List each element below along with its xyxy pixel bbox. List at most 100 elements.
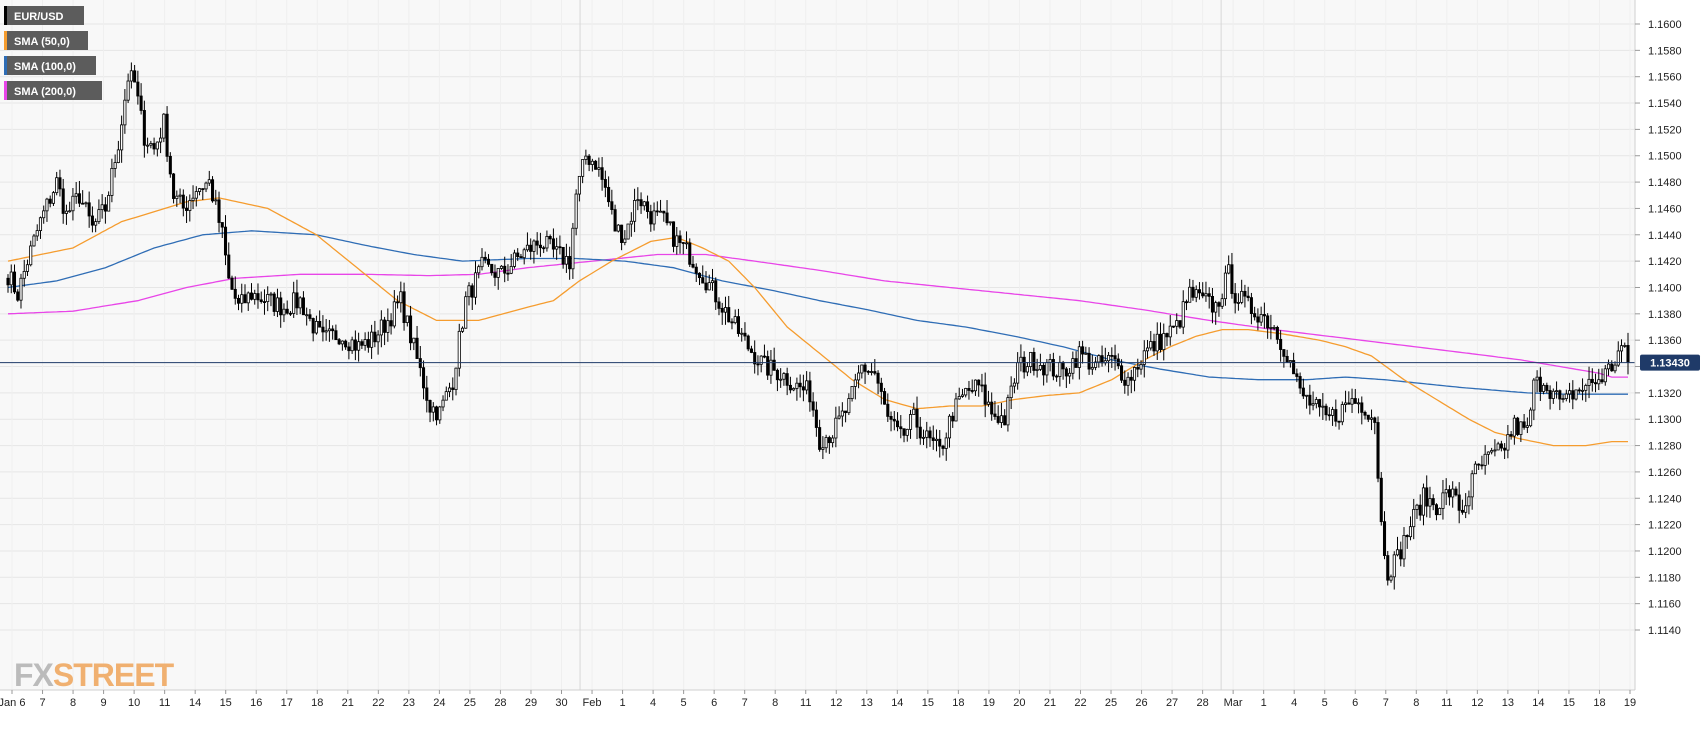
candle: [522, 247, 526, 265]
candle: [1136, 358, 1140, 378]
candle: [1097, 354, 1101, 368]
candle: [905, 428, 909, 442]
candle: [1227, 255, 1231, 275]
candle: [762, 344, 766, 359]
candle: [1051, 352, 1055, 381]
candle: [1360, 396, 1364, 425]
candle: [45, 197, 49, 222]
x-tick-label: 6: [1352, 697, 1358, 709]
y-tick-label: 1.1140: [1648, 625, 1681, 637]
candle: [993, 400, 997, 420]
candle: [399, 281, 403, 313]
candle: [110, 158, 114, 203]
candle: [133, 64, 137, 83]
candle: [1305, 394, 1309, 409]
legend-item[interactable]: EUR/USD: [4, 6, 84, 25]
candle: [214, 189, 218, 205]
legend-color-swatch: [4, 81, 7, 100]
candle: [837, 406, 841, 420]
x-tick-label: 13: [861, 697, 873, 709]
candle: [168, 152, 172, 178]
candle: [350, 336, 354, 354]
y-tick-label: 1.1540: [1648, 98, 1682, 110]
candle: [210, 176, 215, 203]
candle: [977, 379, 981, 397]
candle: [1454, 486, 1458, 497]
candle: [1438, 507, 1442, 516]
candle: [1542, 383, 1546, 395]
candle: [51, 191, 55, 207]
candle: [477, 264, 481, 279]
candle: [347, 342, 351, 360]
candle: [295, 279, 299, 316]
legend-item[interactable]: SMA (200,0): [4, 81, 102, 100]
candle: [1123, 370, 1127, 394]
candle: [1353, 388, 1357, 404]
candle: [769, 349, 773, 384]
candle: [191, 185, 195, 210]
candle: [561, 246, 565, 269]
candle: [1035, 358, 1039, 378]
x-tick-label: 27: [1166, 697, 1178, 709]
candle: [704, 271, 708, 294]
candle: [831, 435, 835, 448]
candle: [1168, 315, 1172, 346]
candle: [736, 308, 740, 337]
candle: [311, 317, 315, 342]
candle: [509, 254, 513, 275]
candle: [756, 355, 760, 376]
candle: [308, 309, 312, 322]
candle: [519, 253, 523, 259]
candle: [720, 302, 724, 325]
x-tick-label: 15: [220, 697, 232, 709]
candle: [457, 323, 461, 377]
legend-item[interactable]: SMA (50,0): [4, 31, 88, 50]
x-tick-label: 23: [403, 697, 415, 709]
candle: [918, 416, 922, 445]
candle: [908, 409, 913, 439]
candle: [1152, 333, 1156, 356]
candle: [324, 319, 328, 341]
candle: [633, 188, 637, 233]
candle: [246, 291, 250, 311]
candle: [1243, 284, 1247, 308]
candle: [103, 197, 107, 224]
candle: [1405, 534, 1409, 549]
candle: [1535, 370, 1539, 393]
legend[interactable]: EUR/USD SMA (50,0) SMA (100,0) SMA (200,0): [4, 6, 102, 100]
candle: [1191, 279, 1195, 301]
legend-item[interactable]: SMA (100,0): [4, 56, 96, 75]
candle: [94, 218, 98, 233]
candle: [873, 359, 877, 376]
candle: [1275, 325, 1279, 344]
candle: [655, 201, 659, 216]
candle: [798, 374, 802, 398]
candle: [123, 89, 127, 134]
candle: [1236, 293, 1240, 311]
candle: [883, 387, 887, 405]
candle: [499, 265, 504, 270]
candle: [1503, 443, 1507, 460]
candle: [788, 376, 792, 394]
candle: [1568, 382, 1572, 403]
candle: [1090, 354, 1094, 375]
sma-200-series: [7, 253, 1628, 378]
candle: [464, 291, 468, 329]
x-tick-label: 21: [342, 697, 354, 709]
candle: [584, 149, 588, 165]
candle: [285, 300, 289, 315]
x-tick-label: Jan 6: [0, 697, 25, 709]
candle: [262, 289, 267, 315]
x-tick-label: 14: [1532, 697, 1544, 709]
plot-area: [0, 0, 1635, 690]
candle: [516, 248, 520, 261]
candle: [175, 190, 179, 207]
candle: [467, 282, 471, 306]
candle: [1574, 389, 1578, 401]
candle: [1110, 347, 1114, 368]
candle: [1363, 410, 1367, 420]
candle: [1532, 377, 1536, 421]
candle: [90, 206, 94, 233]
x-tick-label: 5: [681, 697, 687, 709]
